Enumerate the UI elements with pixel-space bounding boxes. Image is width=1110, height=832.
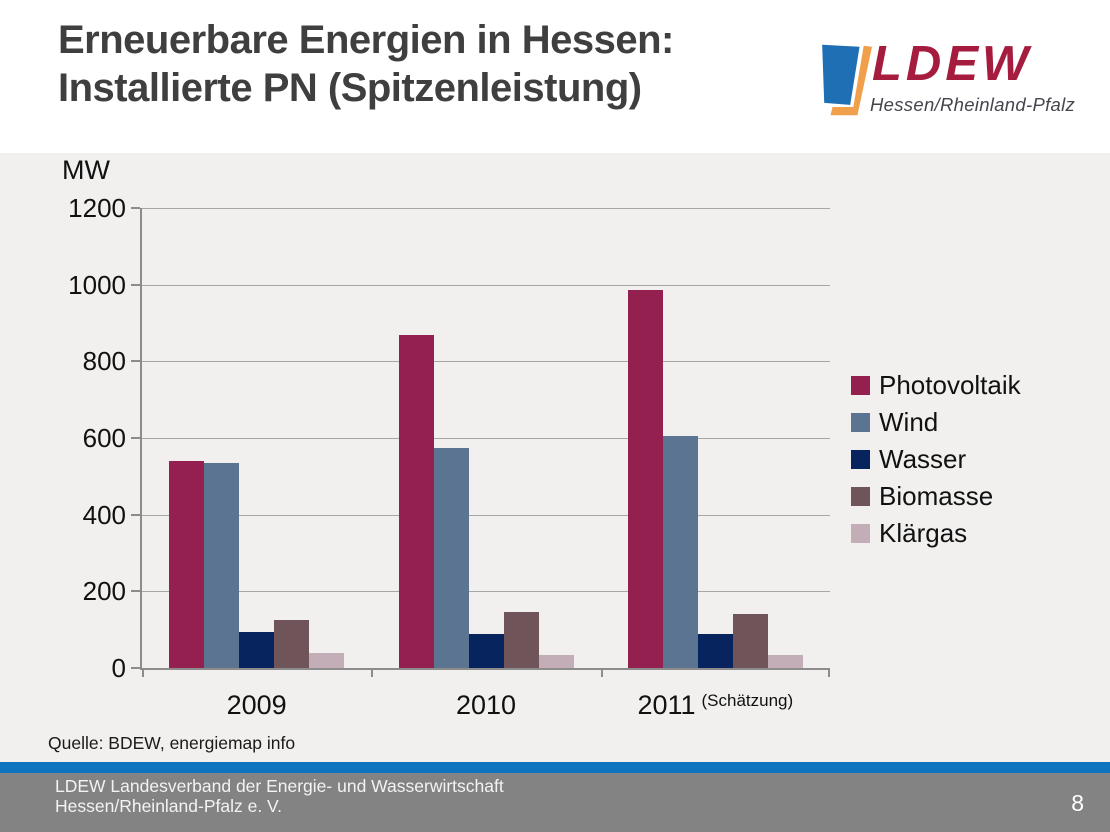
legend-swatch-icon (851, 524, 870, 543)
gridline (142, 438, 830, 439)
footer-text: LDEW Landesverband der Energie- und Wass… (55, 776, 504, 816)
gridline (142, 591, 830, 593)
bar-wasser-2010 (468, 633, 504, 668)
y-tick-mark (131, 437, 140, 439)
legend-item-wind: Wind (851, 404, 1021, 441)
plot-area: 200 400 600 800 1000 1200 0 2009 2010 2011 (Schätz… (68, 193, 830, 720)
legend-item-wasser: Wasser (851, 441, 1021, 478)
x-tick-mark (600, 668, 603, 677)
gridline (142, 284, 830, 286)
category-suffix-note: (Schätzung) (701, 691, 794, 710)
bar-wasser-2009 (239, 631, 275, 668)
category-label-2009: 2009 (142, 690, 371, 721)
logo-orange-shape (830, 45, 872, 116)
x-tick-mark (371, 668, 374, 677)
y-tick-label: 800 (82, 346, 126, 377)
y-tick-mark (131, 667, 140, 669)
legend-label: Klärgas (879, 518, 968, 548)
bar-wind-2009 (204, 462, 240, 668)
accent-strip (0, 762, 1110, 773)
legend-item-klärgas: Klärgas (851, 515, 1021, 552)
x-tick-mark (142, 668, 144, 677)
y-tick-label: 600 (82, 423, 126, 453)
gridline (142, 361, 830, 363)
bar-biomasse-2010 (503, 612, 539, 668)
chart-area: MW 200 400 600 800 1000 1200 0 2009 2010 2011 (Sch… (0, 153, 1110, 763)
logo-blue-shape (822, 44, 860, 105)
logo-word: LDEW (872, 37, 1033, 91)
chart-legend: Photovoltaik Wind Wasser Biomasse Klärgas (851, 367, 1021, 552)
legend-label: Wasser (879, 444, 967, 474)
gridline (142, 208, 830, 209)
x-tick-mark (828, 668, 830, 677)
legend-swatch-icon (851, 450, 870, 469)
y-axis-unit-label: MW (62, 155, 110, 185)
category-label-2011: 2011 (Schätzung) (601, 690, 830, 721)
bar-photovoltaik-2011 (627, 290, 663, 668)
bar-biomasse-2009 (274, 620, 310, 668)
ldew-logo: LDEW Hessen/Rheinland-Pfalz (818, 37, 1078, 130)
bar-photovoltaik-2010 (398, 334, 434, 668)
bar-biomasse-2011 (732, 614, 768, 668)
legend-swatch-icon (851, 487, 870, 506)
y-tick-label: 0 (111, 653, 126, 683)
y-tick-label: 200 (82, 576, 126, 607)
category-year: 2011 (637, 690, 696, 720)
category-year: 2010 (455, 690, 517, 720)
y-tick-label: 400 (82, 499, 126, 530)
legend-label: Photovoltaik (879, 370, 1021, 400)
y-tick-mark (131, 360, 140, 363)
bar-klärgas-2009 (309, 652, 345, 668)
footer-text-line-2: Hessen/Rheinland-Pfalz e. V. (55, 795, 282, 816)
footer-bar: LDEW Landesverband der Energie- und Wass… (0, 773, 1110, 832)
y-tick-mark (131, 207, 140, 209)
bar-photovoltaik-2009 (169, 461, 205, 668)
page-title-line-2: Installierte PN (Spitzenleistung) (58, 66, 642, 110)
ldew-logo-mark-icon (822, 44, 872, 116)
page-title-line-1: Erneuerbare Energien in Hessen: (58, 18, 674, 62)
gridline (142, 514, 830, 516)
bar-klärgas-2010 (538, 654, 574, 668)
bar-wind-2010 (433, 447, 469, 668)
bar-klärgas-2011 (767, 654, 803, 668)
y-tick-mark (131, 513, 140, 516)
y-tick-label: 1000 (68, 269, 126, 300)
legend-label: Biomasse (879, 481, 994, 511)
legend-item-biomasse: Biomasse (851, 478, 1021, 515)
bar-wind-2011 (662, 436, 698, 668)
page-number: 8 (1071, 790, 1084, 816)
legend-item-photovoltaik: Photovoltaik (851, 367, 1021, 404)
y-tick-mark (131, 283, 140, 286)
bar-wasser-2011 (697, 633, 733, 668)
legend-swatch-icon (851, 376, 870, 395)
source-note: Quelle: BDEW, energiemap info (48, 733, 296, 753)
logo-subtitle: Hessen/Rheinland-Pfalz (870, 94, 1076, 115)
y-tick-label: 1200 (68, 193, 126, 223)
legend-label: Wind (879, 407, 939, 437)
y-tick-mark (131, 590, 140, 593)
footer-text-line-1: LDEW Landesverband der Energie- und Wass… (55, 776, 504, 796)
legend-swatch-icon (851, 413, 870, 432)
category-label-2010: 2010 (371, 690, 600, 721)
page-title: Erneuerbare Energien in Hessen: Installi… (58, 16, 674, 112)
category-year: 2009 (226, 690, 287, 720)
